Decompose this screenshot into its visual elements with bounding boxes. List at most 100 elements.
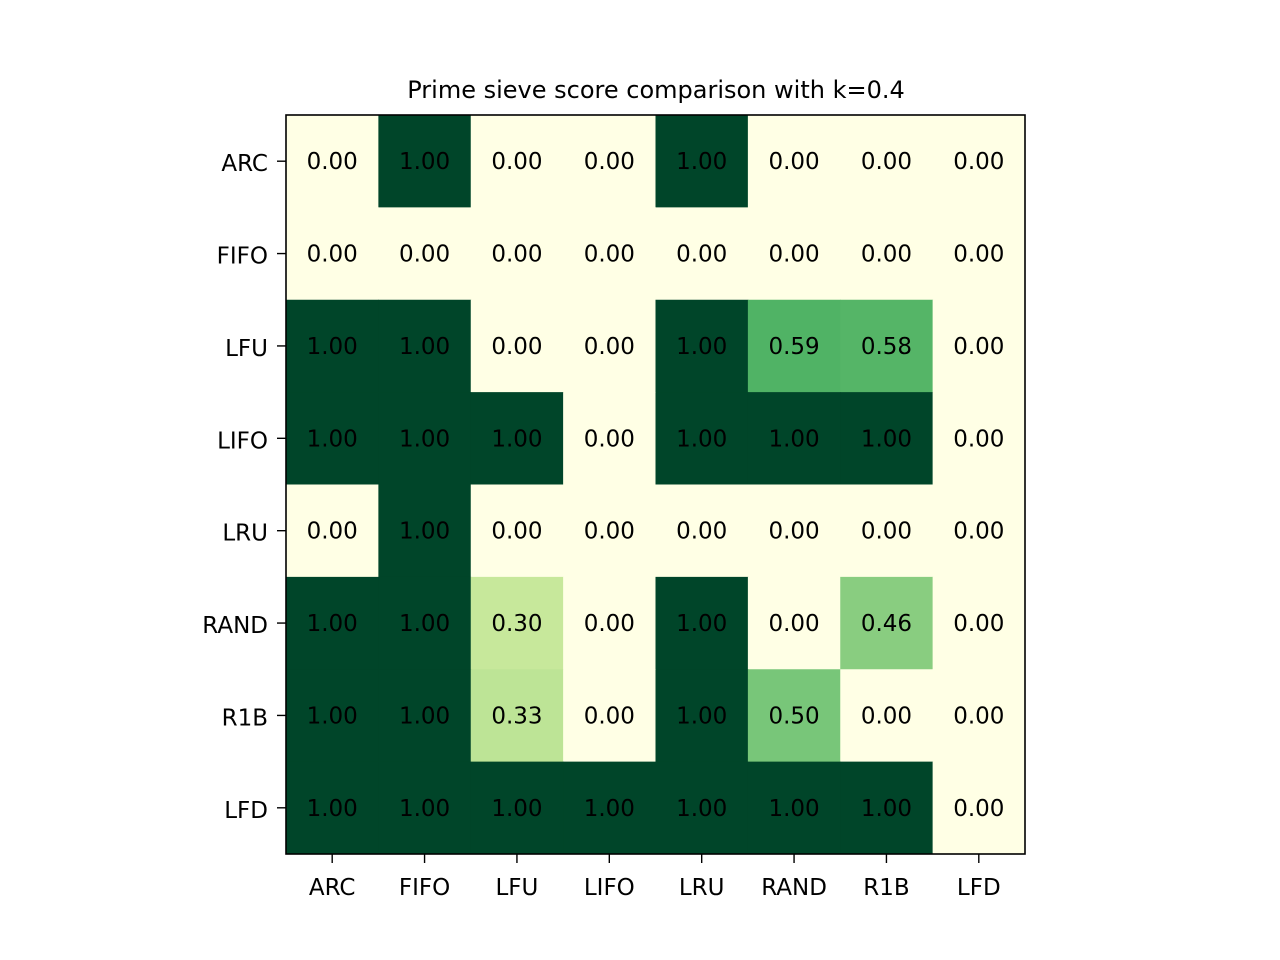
x-tick-label: LIFO bbox=[584, 875, 635, 901]
cell-value-label: 0.00 bbox=[861, 703, 912, 729]
heatmap-cell-lifo-lfu bbox=[470, 392, 564, 485]
heatmap-cell-lifo-arc bbox=[286, 392, 379, 485]
cell-value-label: 1.00 bbox=[676, 703, 727, 729]
cell-value-label: 0.00 bbox=[768, 149, 819, 175]
heatmap-cell-lifo-r1b bbox=[840, 392, 934, 485]
heatmap-cell-arc-fifo bbox=[378, 115, 472, 208]
heatmap-cell-r1b-lfu bbox=[470, 669, 564, 763]
plot-frame bbox=[285, 114, 1026, 855]
cell-value-label: 0.00 bbox=[861, 242, 912, 268]
cell-value-label: 0.00 bbox=[584, 703, 635, 729]
cell-value-label: 1.00 bbox=[861, 426, 912, 452]
cell-value-label: 0.00 bbox=[491, 519, 542, 545]
cell-value-label: 1.00 bbox=[676, 149, 727, 175]
cell-value-label: 1.00 bbox=[676, 796, 727, 822]
heatmap-cell-lfu-lru bbox=[655, 299, 749, 393]
cell-value-label: 0.59 bbox=[768, 334, 819, 360]
cell-value-label: 1.00 bbox=[307, 334, 358, 360]
heatmap-cell-r1b-arc bbox=[286, 669, 379, 763]
heatmap-cell-fifo-fifo bbox=[378, 207, 472, 301]
y-axis: ARC FIFO LFU LIFO LRU RAND R1B LFD bbox=[202, 151, 286, 824]
cell-value-label: 1.00 bbox=[399, 426, 450, 452]
heatmap-cell-lru-lifo bbox=[563, 484, 656, 578]
heatmap-cell-arc-arc bbox=[286, 115, 379, 208]
x-tick-label: R1B bbox=[863, 875, 909, 901]
cell-value-label: 0.00 bbox=[768, 611, 819, 637]
heatmap-cell-arc-r1b bbox=[840, 115, 934, 208]
heatmap-cell-lfu-lifo bbox=[563, 299, 656, 393]
cell-value-label: 0.00 bbox=[491, 242, 542, 268]
heatmap-cell-r1b-lifo bbox=[563, 669, 656, 763]
heatmap-cell-lfu-r1b bbox=[840, 299, 934, 393]
cell-value-label: 0.00 bbox=[307, 242, 358, 268]
cell-value-label: 0.00 bbox=[953, 519, 1004, 545]
cell-value-label: 0.00 bbox=[584, 519, 635, 545]
heatmap-cell-lru-rand bbox=[747, 484, 841, 578]
cell-value-label: 0.30 bbox=[491, 611, 542, 637]
x-tick-label: ARC bbox=[309, 875, 356, 901]
heatmap-cell-rand-lru bbox=[655, 576, 749, 670]
cell-value-label: 0.00 bbox=[953, 796, 1004, 822]
heatmap-cell-r1b-r1b bbox=[840, 669, 934, 763]
cell-value-label: 1.00 bbox=[307, 611, 358, 637]
cell-value-label: 0.00 bbox=[953, 334, 1004, 360]
cell-value-label: 0.00 bbox=[953, 149, 1004, 175]
cell-value-label: 0.00 bbox=[768, 242, 819, 268]
x-tick-label: RAND bbox=[761, 875, 827, 901]
heatmap-cell-lru-r1b bbox=[840, 484, 934, 578]
heatmap-cell-rand-lfd bbox=[932, 576, 1026, 670]
y-tick-label: LFD bbox=[224, 798, 268, 824]
heatmap-cell-fifo-lifo bbox=[563, 207, 656, 301]
y-tick-label: RAND bbox=[202, 613, 268, 639]
cell-value-label: 1.00 bbox=[399, 149, 450, 175]
cell-value-label: 1.00 bbox=[768, 426, 819, 452]
cell-value-label: 0.00 bbox=[953, 703, 1004, 729]
heatmap-cell-lfu-fifo bbox=[378, 299, 472, 393]
heatmap-cell-lfu-rand bbox=[747, 299, 841, 393]
heatmap-cell-r1b-rand bbox=[747, 669, 841, 763]
cell-value-label: 0.00 bbox=[307, 519, 358, 545]
cell-value-label: 1.00 bbox=[584, 796, 635, 822]
heatmap-cell-r1b-lru bbox=[655, 669, 749, 763]
heatmap-cells bbox=[286, 115, 1026, 855]
cell-value-label: 0.58 bbox=[861, 334, 912, 360]
x-tick-label: LFU bbox=[495, 875, 538, 901]
heatmap-cell-arc-lfd bbox=[932, 115, 1026, 208]
heatmap-cell-lifo-lfd bbox=[932, 392, 1026, 485]
heatmap-cell-lifo-rand bbox=[747, 392, 841, 485]
cell-value-label: 0.00 bbox=[491, 334, 542, 360]
cell-value-label: 1.00 bbox=[768, 796, 819, 822]
cell-value-label: 1.00 bbox=[491, 796, 542, 822]
cell-value-label: 0.00 bbox=[584, 611, 635, 637]
heatmap-cell-r1b-lfd bbox=[932, 669, 1026, 763]
cell-value-label: 1.00 bbox=[676, 426, 727, 452]
cell-value-label: 1.00 bbox=[307, 796, 358, 822]
heatmap-cell-lfu-lfd bbox=[932, 299, 1026, 393]
cell-value-label: 0.00 bbox=[676, 519, 727, 545]
heatmap-cell-lfu-arc bbox=[286, 299, 379, 393]
x-tick-label: LRU bbox=[679, 875, 725, 901]
cell-value-label: 0.00 bbox=[307, 149, 358, 175]
y-tick-label: LFU bbox=[225, 336, 268, 362]
heatmap-cell-lfu-lfu bbox=[470, 299, 564, 393]
cell-value-label: 1.00 bbox=[307, 703, 358, 729]
heatmap-cell-lfd-fifo bbox=[378, 761, 472, 855]
heatmap-cell-lifo-lru bbox=[655, 392, 749, 485]
heatmap-cell-arc-lifo bbox=[563, 115, 656, 208]
cell-value-label: 1.00 bbox=[399, 796, 450, 822]
cell-value-label: 0.33 bbox=[491, 703, 542, 729]
cell-value-label: 0.00 bbox=[491, 149, 542, 175]
heatmap-cell-rand-fifo bbox=[378, 576, 472, 670]
heatmap-cell-rand-r1b bbox=[840, 576, 934, 670]
heatmap-cell-fifo-lru bbox=[655, 207, 749, 301]
heatmap-cell-lifo-lifo bbox=[563, 392, 656, 485]
cell-value-labels: 0.00 1.00 0.00 0.00 1.00 0.00 0.00 0.00 0.00 0.00… bbox=[307, 149, 1005, 822]
heatmap-cell-lifo-fifo bbox=[378, 392, 472, 485]
heatmap-cell-fifo-arc bbox=[286, 207, 379, 301]
heatmap-cell-lru-arc bbox=[286, 484, 379, 578]
cell-value-label: 0.00 bbox=[584, 242, 635, 268]
heatmap-cell-rand-lfu bbox=[470, 576, 564, 670]
cell-value-label: 0.00 bbox=[861, 519, 912, 545]
